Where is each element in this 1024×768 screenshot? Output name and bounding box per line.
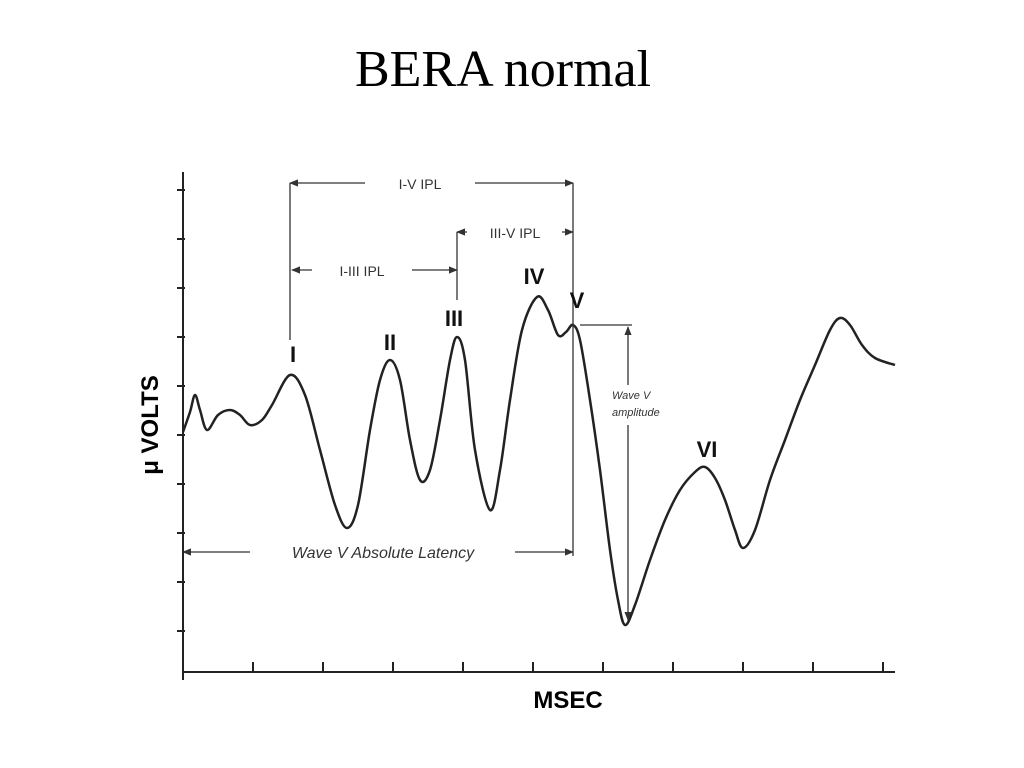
peak-label: I xyxy=(290,342,296,367)
y-axis-label: μ VOLTS xyxy=(137,375,164,475)
waveform xyxy=(181,295,896,627)
peak-label: III xyxy=(445,306,463,331)
amplitude-label: Wave V xyxy=(612,390,652,402)
interval-label: III-V IPL xyxy=(490,225,541,241)
x-axis-label: MSEC xyxy=(533,687,602,714)
peak-label: V xyxy=(570,288,585,313)
peak-label: II xyxy=(384,330,396,355)
interval-label: I-III IPL xyxy=(339,263,384,279)
peak-label: IV xyxy=(524,264,545,289)
amplitude-label: amplitude xyxy=(612,407,660,419)
peak-label: VI xyxy=(697,437,718,462)
ticks xyxy=(177,189,884,672)
interval-label: I-V IPL xyxy=(399,176,442,192)
interval-label: Wave V Absolute Latency xyxy=(292,545,475,562)
title: BERA normal xyxy=(355,41,651,98)
